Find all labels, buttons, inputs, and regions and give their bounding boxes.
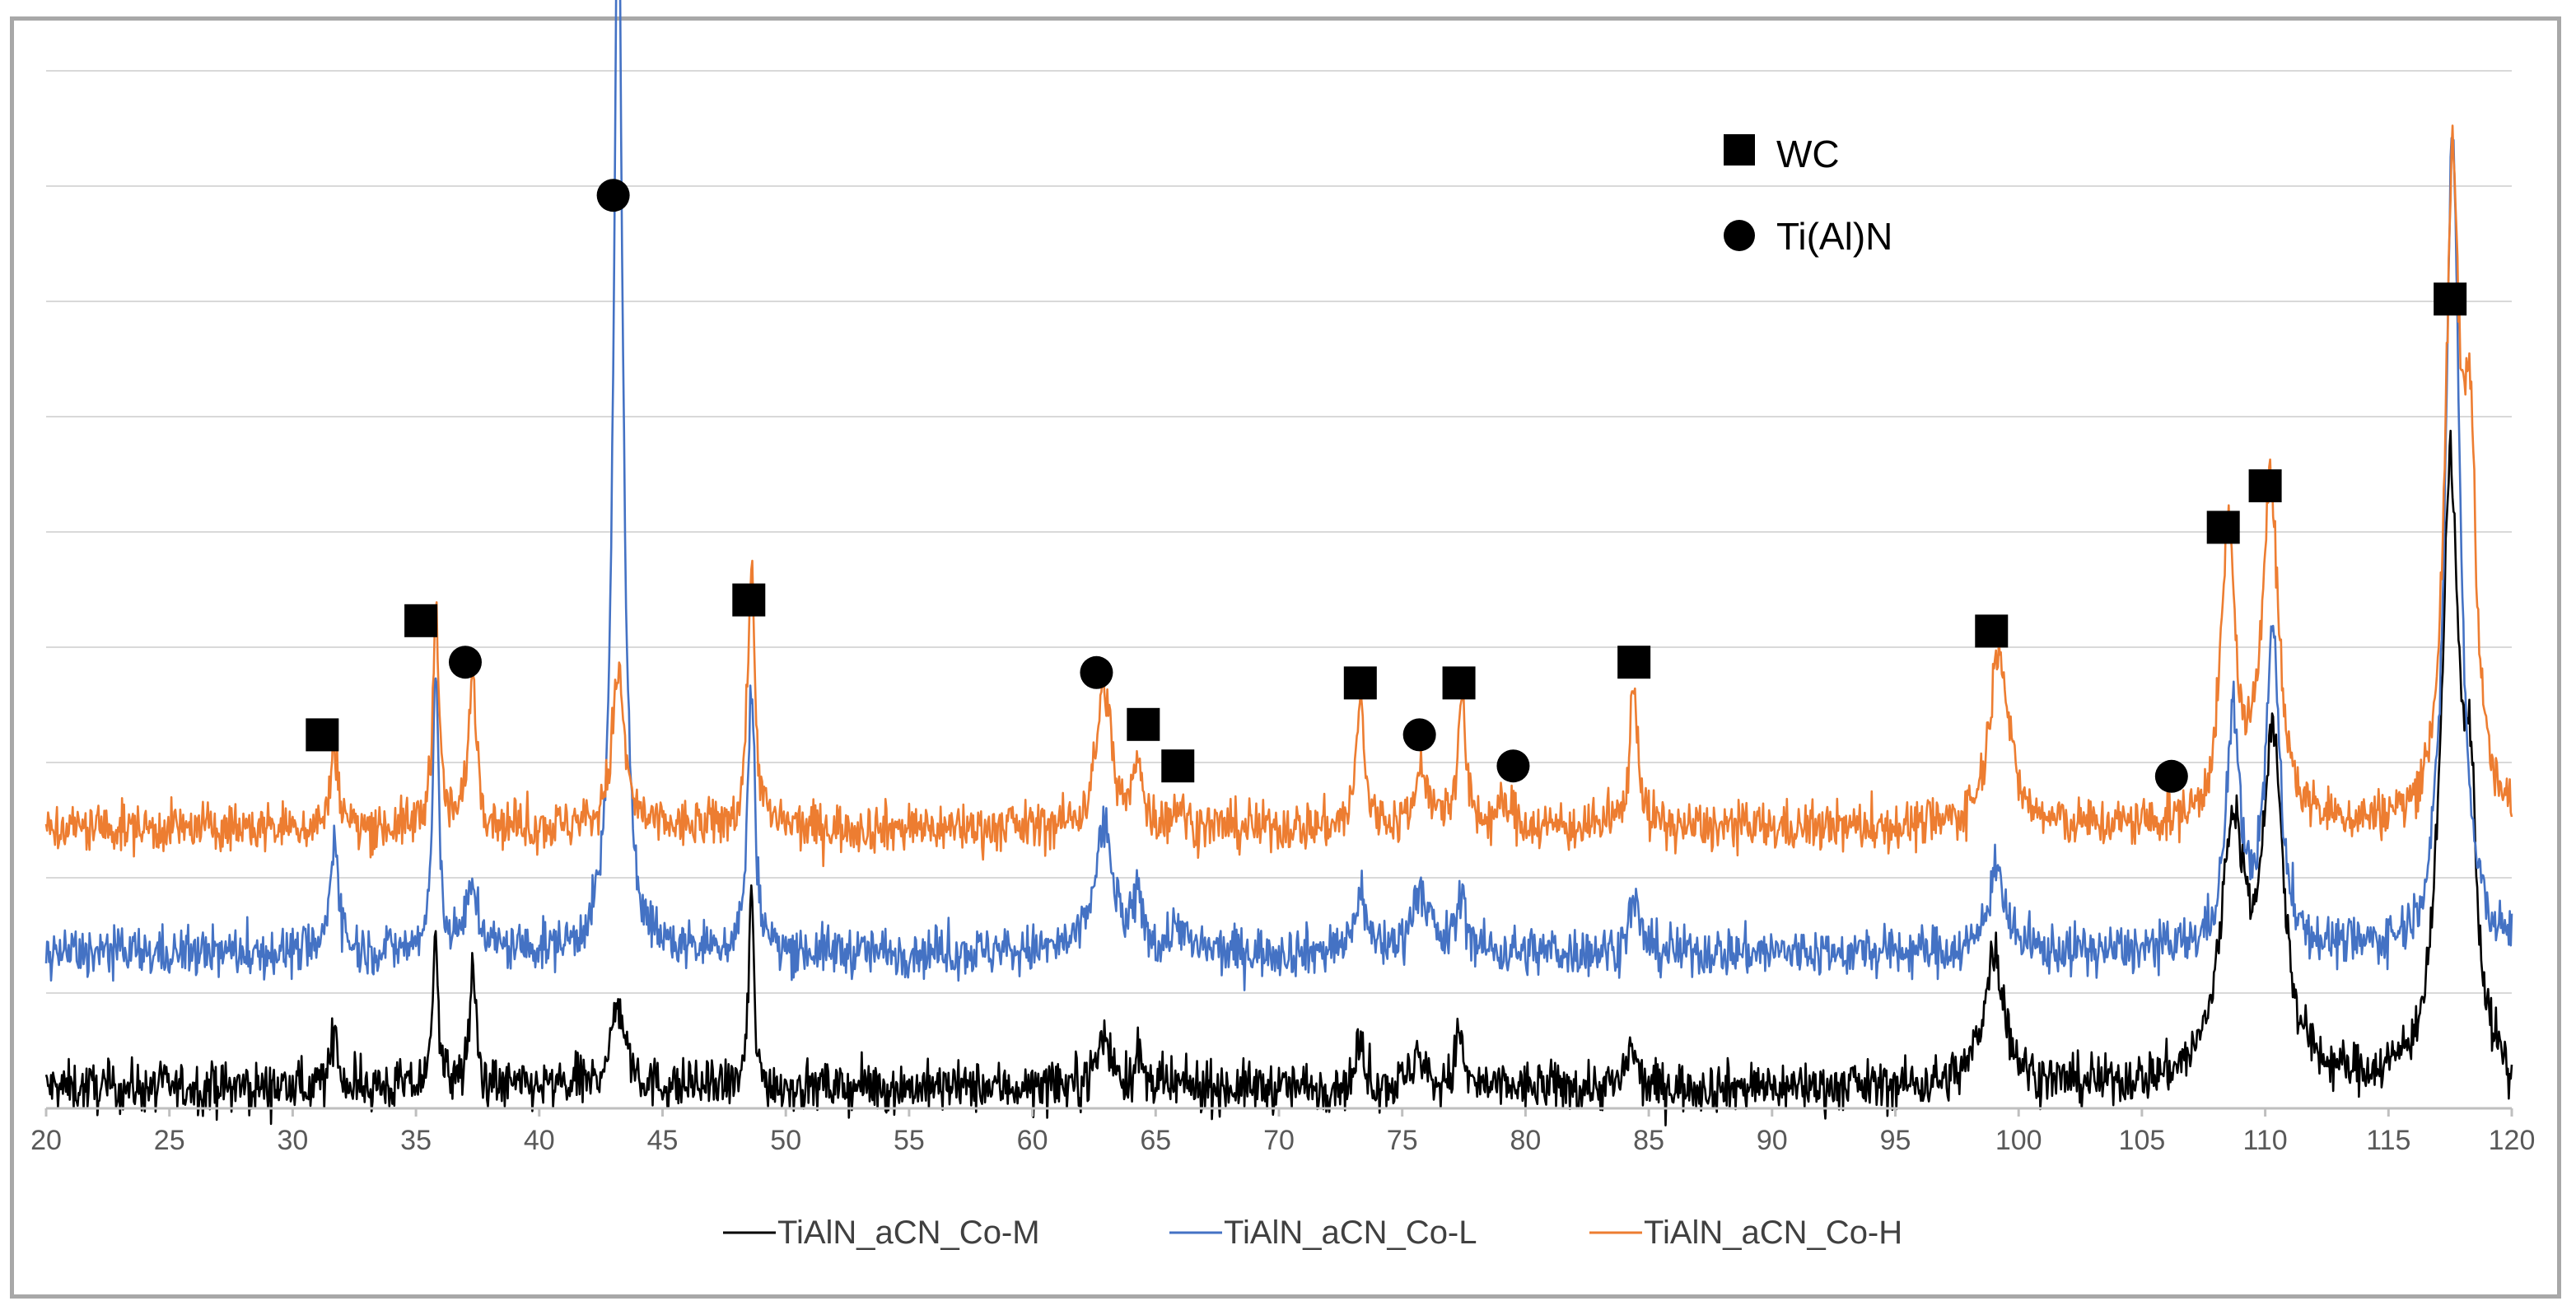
tialn-legend-label: Ti(Al)N: [1776, 215, 1892, 258]
legend-label-co-h: TiAlN_aCN_Co-H: [1644, 1215, 1902, 1251]
wc-marker: [732, 583, 766, 617]
wc-marker: [1161, 749, 1195, 783]
x-tick-label: 85: [1633, 1125, 1664, 1156]
gridlines: [46, 70, 2512, 994]
x-tick-label: 65: [1140, 1125, 1171, 1156]
tialn-marker: [448, 646, 482, 679]
tialn-marker: [1080, 655, 1113, 689]
x-tick-label: 40: [524, 1125, 555, 1156]
wc-marker: [2248, 469, 2282, 502]
x-tick-label: 100: [1995, 1125, 2042, 1156]
wc-marker: [2206, 511, 2240, 544]
wc-marker: [1975, 614, 2009, 648]
tialn-marker: [1402, 718, 1436, 752]
wc-marker: [2434, 282, 2467, 316]
x-tick-label: 90: [1757, 1125, 1788, 1156]
x-tick-label: 115: [2366, 1125, 2410, 1156]
legend-label-co-l: TiAlN_aCN_Co-L: [1224, 1215, 1477, 1251]
x-tick-label: 80: [1510, 1125, 1541, 1156]
x-tick-label: 95: [1880, 1125, 1911, 1156]
x-tick-label: 55: [894, 1125, 925, 1156]
x-tick-labels: 20 25 30 35 40 45 50 55 60 65 70 75 80 85 90 95 100 105 11…: [30, 1108, 2535, 1156]
wc-marker: [1442, 666, 1476, 700]
wc-marker: [1127, 707, 1160, 741]
marker-legend: WC Ti(Al)N: [1724, 133, 1892, 258]
x-tick-label: 70: [1263, 1125, 1295, 1156]
series-line-co-h: [44, 124, 2513, 868]
legend-label-co-m: TiAlN_aCN_Co-M: [777, 1215, 1040, 1251]
tialn-marker: [1496, 749, 1530, 783]
x-tick-label: 20: [30, 1125, 62, 1156]
x-tick-label: 45: [647, 1125, 679, 1156]
x-tick-label: 105: [2119, 1125, 2166, 1156]
x-tick-label: 110: [2242, 1125, 2287, 1156]
x-tick-label: 75: [1387, 1125, 1418, 1156]
wc-legend-label: WC: [1776, 133, 1840, 175]
phase-markers: [306, 179, 2467, 793]
x-tick-label: 120: [2489, 1125, 2536, 1156]
tialn-marker: [2154, 759, 2188, 793]
tialn-legend-circle: [1724, 220, 1755, 251]
x-tick-label: 25: [154, 1125, 185, 1156]
x-tick-label: 30: [277, 1125, 308, 1156]
wc-marker: [1343, 666, 1377, 700]
x-tick-label: 60: [1017, 1125, 1048, 1156]
tialn-marker: [596, 179, 630, 212]
x-tick-label: 50: [770, 1125, 801, 1156]
x-tick-label: 35: [400, 1125, 432, 1156]
series-line-co-m: [44, 429, 2513, 1126]
wc-marker: [306, 718, 339, 752]
wc-legend-square: [1724, 134, 1755, 166]
wc-marker: [404, 604, 438, 637]
series-legend: TiAlN_aCN_Co-M TiAlN_aCN_Co-L TiAlN_aCN_…: [723, 1215, 1902, 1251]
wc-marker: [1617, 646, 1651, 679]
series-line-co-l: [44, 0, 2513, 991]
series-layer: [44, 0, 2513, 1126]
